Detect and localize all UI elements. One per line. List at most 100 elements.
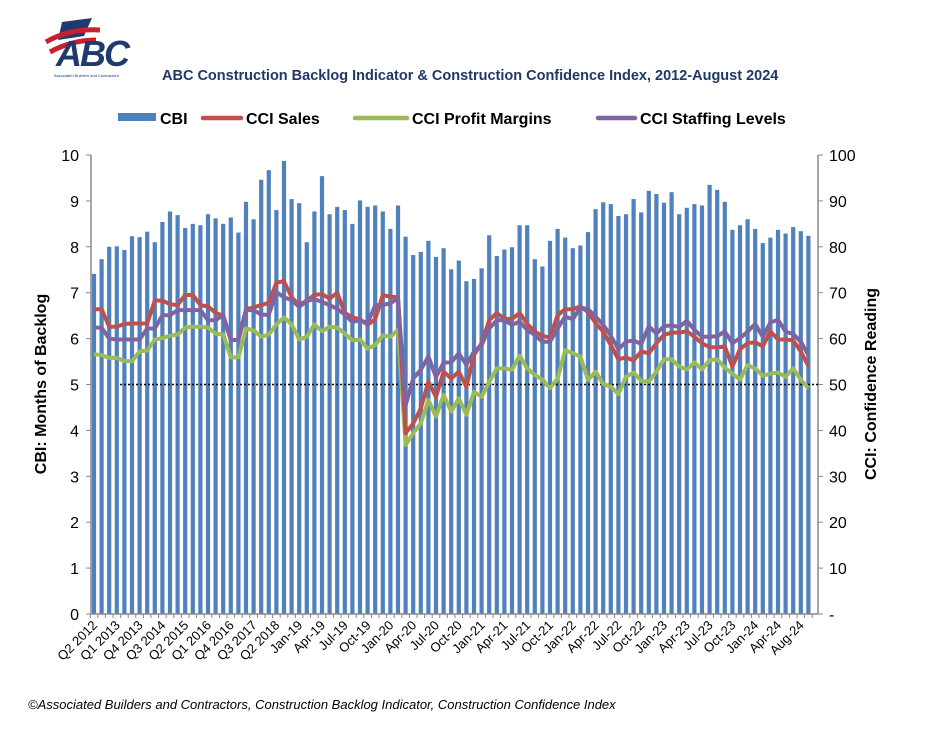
cbi-bar [456, 260, 461, 614]
cbi-bar [692, 204, 697, 614]
cbi-bar [684, 207, 689, 614]
cbi-bar [342, 210, 347, 614]
cbi-bar [312, 211, 317, 614]
cbi-bar [661, 202, 667, 614]
y-tick-label: 3 [70, 469, 79, 486]
cbi-bar [91, 273, 97, 614]
cbi-bar [380, 211, 385, 614]
y-tick-label: 2 [70, 515, 79, 532]
y2-tick-label: 30 [829, 469, 847, 486]
cbi-bar [639, 212, 644, 614]
cbi-bar [669, 192, 674, 614]
cbi-bar [145, 231, 150, 614]
cbi-bar [426, 240, 431, 614]
cbi-bar [297, 203, 302, 614]
cbi-bar [760, 243, 765, 615]
cbi-bar [251, 219, 256, 614]
y2-tick-label: 50 [829, 378, 847, 395]
cbi-bar [798, 231, 803, 614]
cbi-bar [775, 229, 781, 614]
y-tick-label: 0 [70, 607, 79, 624]
cbi-bar [608, 204, 613, 614]
cbi-bar [487, 235, 492, 614]
legend-label-profit: CCI Profit Margins [412, 111, 552, 128]
cbi-bar [464, 281, 469, 614]
cbi-bar [578, 245, 583, 614]
cbi-bars [91, 160, 811, 615]
cbi-bar [198, 225, 203, 615]
cbi-bar [540, 266, 545, 614]
cbi-bar [373, 205, 378, 615]
y-tick-label: 8 [70, 240, 79, 257]
series-line-profit [93, 315, 810, 448]
y-tick-label: 5 [70, 378, 79, 395]
cbi-bar [327, 214, 332, 614]
cbi-bar [243, 201, 249, 614]
series-line-sales [94, 279, 811, 436]
cbi-bar [783, 233, 788, 614]
abc-logo: ABC Associated Builders and Contractors [44, 18, 133, 78]
y-tick-label: 1 [70, 561, 79, 578]
legend-label-cbi: CBI [160, 111, 188, 128]
cbi-bar [593, 209, 598, 615]
cbi-bar [129, 236, 135, 615]
cbi-bar [601, 202, 606, 615]
footer-source: ©Associated Builders and Contractors, Co… [28, 697, 616, 712]
y2-tick-label: 20 [829, 515, 847, 532]
y-tick-label: 4 [70, 423, 79, 440]
cbi-bar [517, 225, 522, 615]
logo-subtext: Associated Builders and Contractors [54, 73, 119, 78]
cbi-bar [806, 235, 811, 614]
y2-tick-label: - [829, 607, 834, 624]
cbi-bar [274, 210, 279, 614]
cbi-bar [623, 214, 629, 614]
cbi-bar [547, 240, 553, 614]
cbi-bar [350, 223, 355, 614]
cbi-bar [509, 247, 515, 614]
cbi-bar [479, 268, 484, 614]
cbi-bar [745, 219, 750, 614]
y2-tick-label: 100 [829, 148, 856, 165]
cbi-bar [289, 199, 294, 614]
y2-tick-label: 10 [829, 561, 847, 578]
chart-title: ABC Construction Backlog Indicator & Con… [162, 68, 778, 84]
legend-swatch-cbi [118, 113, 156, 121]
cbi-bar [707, 184, 712, 614]
cbi-bar [281, 160, 287, 615]
legend: CBI CCI Sales CCI Profit Margins CCI Staffi… [118, 111, 786, 128]
cbi-bar [433, 256, 439, 614]
y2-tick-label: 80 [829, 240, 847, 257]
cbi-bar [449, 269, 454, 614]
cbi-bar [107, 246, 112, 615]
cbi-bar [259, 179, 264, 614]
cbi-bar [266, 170, 271, 614]
cbi-bar [654, 194, 659, 614]
cbi-bar [737, 225, 743, 615]
cbi-bar [175, 215, 180, 614]
legend-label-sales: CCI Sales [246, 111, 320, 128]
series-line-staffing [94, 290, 811, 408]
cbi-bar [388, 228, 393, 615]
cbi-bar [319, 176, 325, 614]
cbi-bar [357, 200, 363, 615]
cbi-bar [221, 223, 226, 614]
y2-tick-label: 40 [829, 423, 847, 440]
cbi-bar [152, 242, 157, 614]
cbi-bar [532, 259, 537, 614]
cbi-bar [699, 205, 705, 615]
cbi-bar [471, 278, 477, 614]
cbi-bar [137, 237, 142, 614]
cbi-bar [122, 250, 127, 614]
cbi-bar [555, 228, 560, 615]
cbi-bar [99, 259, 104, 614]
cbi-bar [365, 206, 370, 614]
cbi-bar [646, 190, 651, 614]
cbi-bar [585, 232, 591, 614]
cbi-bar [525, 225, 530, 615]
cbi-bar [502, 249, 507, 614]
cbi-bar [631, 199, 636, 614]
cbi-bar [730, 229, 735, 614]
cbi-bar [753, 228, 758, 615]
cbi-bar [228, 217, 233, 614]
